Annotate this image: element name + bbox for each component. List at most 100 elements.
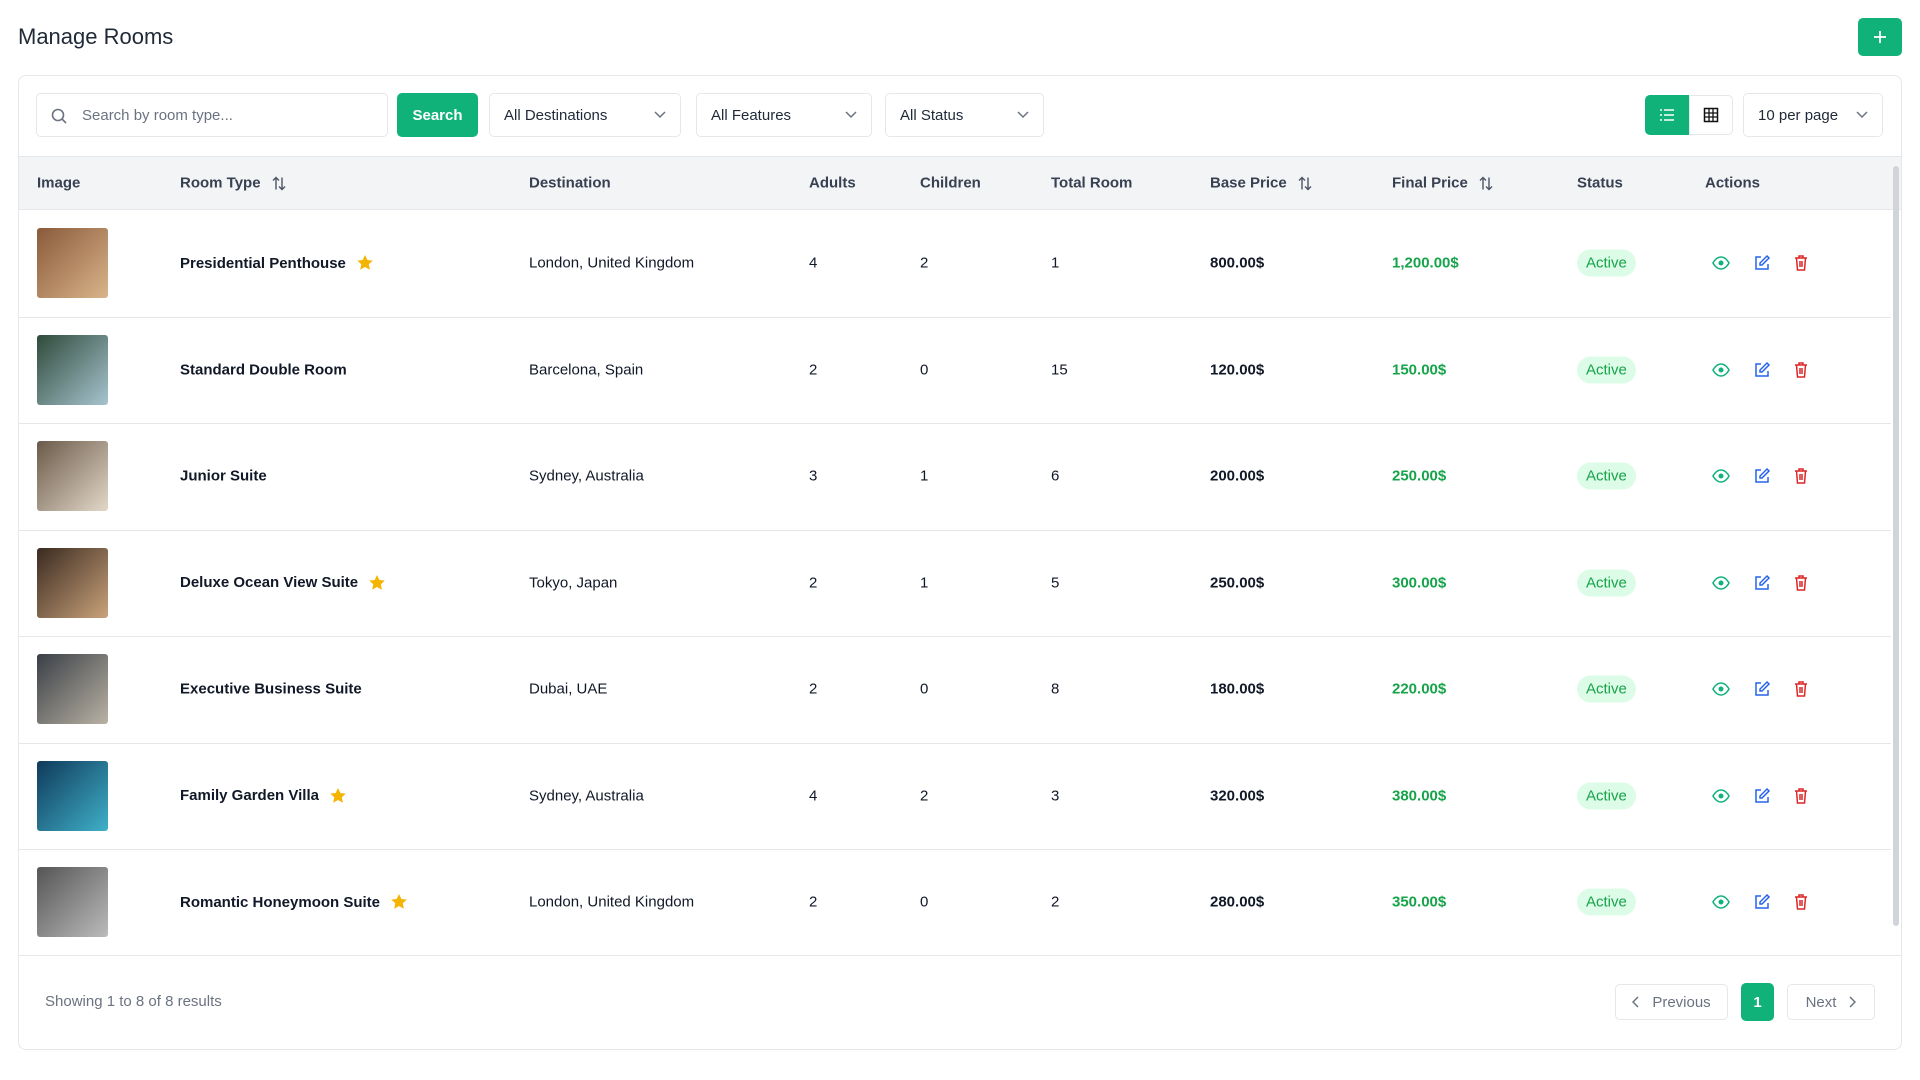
destination: Barcelona, Spain — [529, 361, 644, 378]
children: 1 — [920, 574, 929, 591]
page-button[interactable]: 1 — [1741, 983, 1774, 1021]
card — [18, 75, 1902, 1050]
delete-button[interactable] — [1792, 893, 1810, 911]
row-divider — [19, 636, 1891, 637]
view-button[interactable] — [1712, 361, 1730, 379]
table-header — [19, 157, 1901, 210]
total-room: 6 — [1051, 467, 1060, 485]
room-thumbnail[interactable] — [37, 547, 108, 618]
final-price: 1,200.00$ — [1392, 254, 1459, 272]
column-header[interactable]: Room Type — [180, 175, 287, 192]
feature-select[interactable]: All Features — [696, 93, 872, 137]
featured-star — [391, 894, 407, 909]
room-type[interactable]: Junior Suite — [180, 468, 267, 485]
room-type-label: Family Garden Villa — [180, 787, 319, 804]
column-header[interactable]: Base Price — [1210, 175, 1313, 192]
featured-star — [357, 255, 373, 270]
divider — [19, 156, 1901, 157]
header-label: Base Price — [1210, 174, 1287, 192]
next-button[interactable]: Next — [1787, 984, 1875, 1020]
grid-icon — [1703, 107, 1719, 123]
search-input[interactable]: Search by room type... — [36, 93, 388, 137]
column-header: Actions — [1705, 175, 1760, 192]
previous-label: Previous — [1652, 993, 1711, 1011]
previous-button[interactable]: Previous — [1615, 984, 1728, 1020]
header-label: Actions — [1705, 174, 1761, 192]
sort-icon[interactable] — [271, 175, 287, 191]
per-page-select[interactable]: 10 per page — [1743, 93, 1883, 137]
add-button[interactable] — [1858, 18, 1902, 56]
row-divider — [19, 529, 1891, 531]
sort-icon[interactable] — [1478, 175, 1494, 191]
delete-button[interactable] — [1792, 787, 1810, 805]
final-price: 380.00$ — [1392, 787, 1447, 804]
delete-button[interactable] — [1792, 467, 1810, 485]
room-type[interactable]: Family Garden Villa — [180, 787, 347, 805]
view-button[interactable] — [1712, 787, 1730, 805]
edit-button[interactable] — [1753, 680, 1771, 698]
room-thumbnail[interactable] — [37, 867, 108, 937]
delete-button[interactable] — [1792, 680, 1810, 698]
scrollbar[interactable] — [1893, 166, 1899, 926]
view-button[interactable] — [1712, 893, 1730, 911]
select-label: All Destinations — [504, 106, 608, 124]
room-thumbnail[interactable] — [37, 654, 108, 724]
room-type[interactable]: Executive Business Suite — [180, 681, 362, 698]
destination: London, United Kingdom — [529, 893, 695, 911]
total-room: 8 — [1051, 680, 1060, 698]
search-icon — [51, 108, 67, 124]
column-header[interactable]: Final Price — [1392, 175, 1494, 192]
room-type[interactable]: Deluxe Ocean View Suite — [180, 574, 386, 592]
delete-button[interactable] — [1792, 254, 1810, 272]
list-view-button[interactable] — [1645, 95, 1689, 135]
grid-view-button[interactable] — [1689, 95, 1733, 135]
edit-button[interactable] — [1753, 893, 1771, 911]
room-type[interactable]: Presidential Penthouse — [180, 254, 374, 272]
delete-button[interactable] — [1792, 361, 1810, 379]
featured-star — [330, 787, 346, 803]
view-button[interactable] — [1712, 254, 1730, 272]
final-price: 350.00$ — [1392, 893, 1447, 911]
view-button[interactable] — [1712, 574, 1730, 592]
total-room: 15 — [1051, 361, 1068, 378]
chevron — [1856, 111, 1868, 119]
room-type[interactable]: Romantic Honeymoon Suite — [180, 893, 408, 911]
edit-button[interactable] — [1753, 574, 1771, 592]
delete-button[interactable] — [1792, 574, 1810, 592]
header-label: Destination — [529, 174, 611, 192]
plus-icon — [1874, 31, 1886, 43]
edit-button[interactable] — [1753, 467, 1771, 485]
results-summary: Showing 1 to 8 of 8 results — [45, 993, 222, 1010]
total-room: 3 — [1051, 787, 1060, 804]
room-thumbnail[interactable] — [37, 441, 108, 511]
chevron-left — [1632, 996, 1639, 1008]
edit-button[interactable] — [1753, 787, 1771, 805]
sort-icon[interactable] — [1297, 175, 1313, 191]
column-header: Adults — [809, 175, 856, 192]
select-label: All Status — [900, 106, 964, 124]
room-type[interactable]: Standard Double Room — [180, 361, 347, 378]
room-type-label: Executive Business Suite — [180, 680, 362, 698]
select-label: 10 per page — [1758, 106, 1839, 124]
edit-button[interactable] — [1753, 361, 1771, 379]
room-thumbnail[interactable] — [37, 334, 108, 405]
room-type-label: Romantic Honeymoon Suite — [180, 893, 381, 911]
base-price: 120.00$ — [1210, 361, 1265, 378]
room-thumbnail[interactable] — [37, 228, 108, 298]
final-price: 300.00$ — [1392, 574, 1447, 591]
children: 0 — [920, 893, 929, 911]
destination-select[interactable]: All Destinations — [489, 93, 681, 137]
view-button[interactable] — [1712, 467, 1730, 485]
total-room: 2 — [1051, 893, 1060, 911]
base-price: 800.00$ — [1210, 254, 1265, 272]
children: 0 — [920, 680, 929, 698]
view-button[interactable] — [1712, 680, 1730, 698]
edit-button[interactable] — [1753, 254, 1771, 272]
status-select[interactable]: All Status — [885, 93, 1044, 137]
children: 2 — [920, 787, 929, 804]
room-thumbnail[interactable] — [37, 760, 108, 831]
adults: 2 — [809, 361, 818, 378]
adults: 3 — [809, 467, 818, 485]
search-button[interactable]: Search — [397, 93, 478, 137]
base-price: 280.00$ — [1210, 893, 1265, 911]
